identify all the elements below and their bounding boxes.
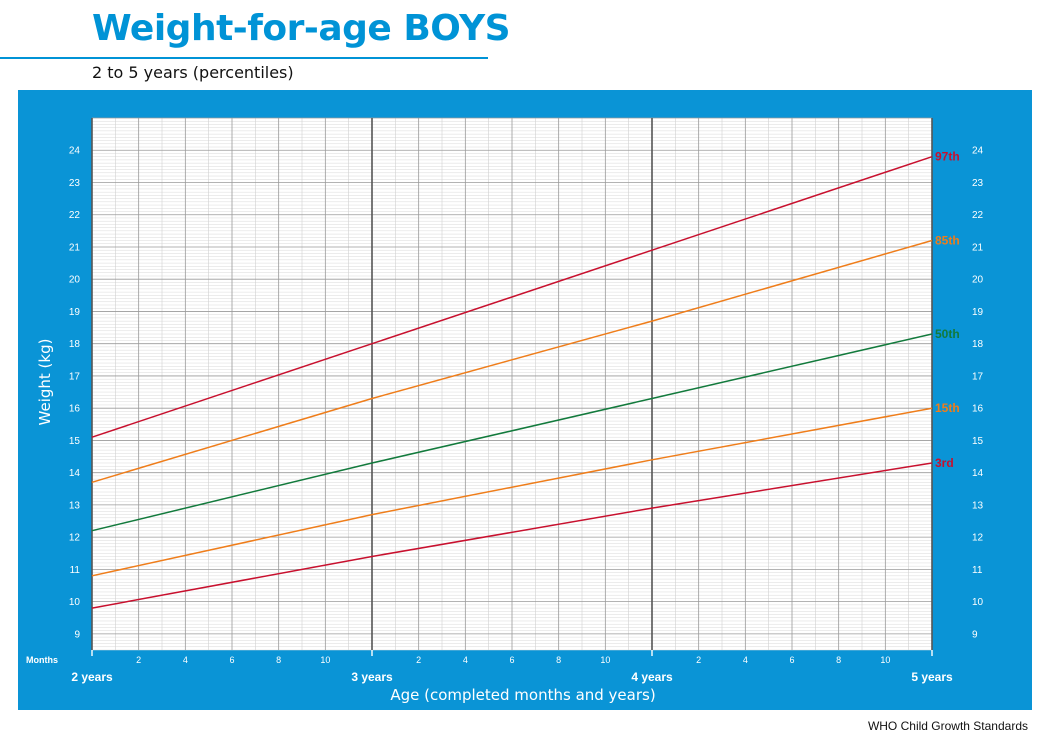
y-tick-label-left: 11	[70, 565, 81, 576]
year-tick-label: 4 years	[631, 670, 673, 684]
y-tick-label-left: 23	[69, 178, 81, 189]
y-tick-label-right: 14	[972, 468, 984, 479]
y-tick-label-left: 9	[74, 629, 80, 640]
y-tick-label-left: 17	[69, 371, 81, 382]
title-underline	[0, 57, 488, 59]
x-axis-title: Age (completed months and years)	[390, 686, 655, 704]
y-tick-label-right: 19	[972, 307, 984, 318]
percentile-line-3rd	[91, 462, 933, 609]
month-tick-label: 6	[229, 655, 234, 665]
y-tick-label-left: 19	[69, 307, 81, 318]
y-tick-label-left: 13	[69, 500, 81, 511]
month-tick-label: 2	[696, 655, 701, 665]
y-tick-label-right: 16	[972, 404, 984, 415]
footer-source: WHO Child Growth Standards	[867, 719, 1028, 733]
percentile-label-50th: 50th	[935, 327, 960, 341]
y-tick-label-right: 10	[972, 597, 984, 608]
y-tick-label-right: 13	[972, 500, 984, 511]
percentile-label-97th: 97th	[935, 150, 960, 164]
y-tick-label-right: 15	[972, 436, 984, 447]
y-tick-label-right: 22	[972, 210, 984, 221]
y-tick-label-left: 16	[69, 404, 81, 415]
month-tick-label: 2	[416, 655, 421, 665]
month-tick-label: 8	[556, 655, 561, 665]
percentile-line-50th	[91, 333, 933, 532]
percentile-label-85th: 85th	[935, 234, 960, 248]
y-tick-label-left: 10	[69, 597, 81, 608]
month-tick-label: 10	[600, 655, 610, 665]
y-tick-label-right: 21	[972, 242, 984, 253]
y-tick-label-left: 15	[69, 436, 81, 447]
percentile-line-15th	[91, 407, 933, 577]
y-tick-label-right: 11	[972, 565, 983, 576]
y-tick-label-right: 24	[972, 146, 984, 157]
y-tick-label-right: 12	[972, 533, 984, 544]
y-tick-label-right: 20	[972, 275, 984, 286]
month-tick-label: 2	[136, 655, 141, 665]
y-tick-label-right: 23	[972, 178, 984, 189]
y-tick-label-left: 21	[69, 242, 81, 253]
month-tick-label: 8	[836, 655, 841, 665]
y-tick-label-left: 12	[69, 533, 81, 544]
y-tick-label-left: 22	[69, 210, 81, 221]
month-tick-label: 6	[789, 655, 794, 665]
y-tick-label-left: 24	[69, 146, 81, 157]
year-tick-label: 5 years	[911, 670, 953, 684]
y-tick-label-right: 9	[972, 629, 978, 640]
chart-subtitle: 2 to 5 years (percentiles)	[92, 63, 294, 82]
chart-title: Weight-for-age BOYS	[92, 8, 511, 49]
y-tick-label-left: 20	[69, 275, 81, 286]
year-tick-label: 2 years	[71, 670, 113, 684]
y-tick-label-right: 18	[972, 339, 984, 350]
month-tick-label: 4	[183, 655, 188, 665]
y-tick-label-left: 18	[69, 339, 81, 350]
percentile-label-15th: 15th	[935, 401, 960, 415]
year-tick-label: 3 years	[351, 670, 393, 684]
month-tick-label: 10	[880, 655, 890, 665]
percentile-line-85th	[91, 239, 933, 484]
y-tick-label-right: 17	[972, 371, 984, 382]
percentile-label-3rd: 3rd	[935, 456, 954, 470]
y-axis-title: Weight (kg)	[36, 339, 54, 426]
month-tick-label: 6	[509, 655, 514, 665]
percentile-line-97th	[91, 155, 933, 438]
month-tick-label: 4	[463, 655, 468, 665]
y-tick-label-left: 14	[69, 468, 81, 479]
months-axis-label: Months	[26, 655, 58, 665]
month-tick-label: 8	[276, 655, 281, 665]
month-tick-label: 10	[320, 655, 330, 665]
month-tick-label: 4	[743, 655, 748, 665]
